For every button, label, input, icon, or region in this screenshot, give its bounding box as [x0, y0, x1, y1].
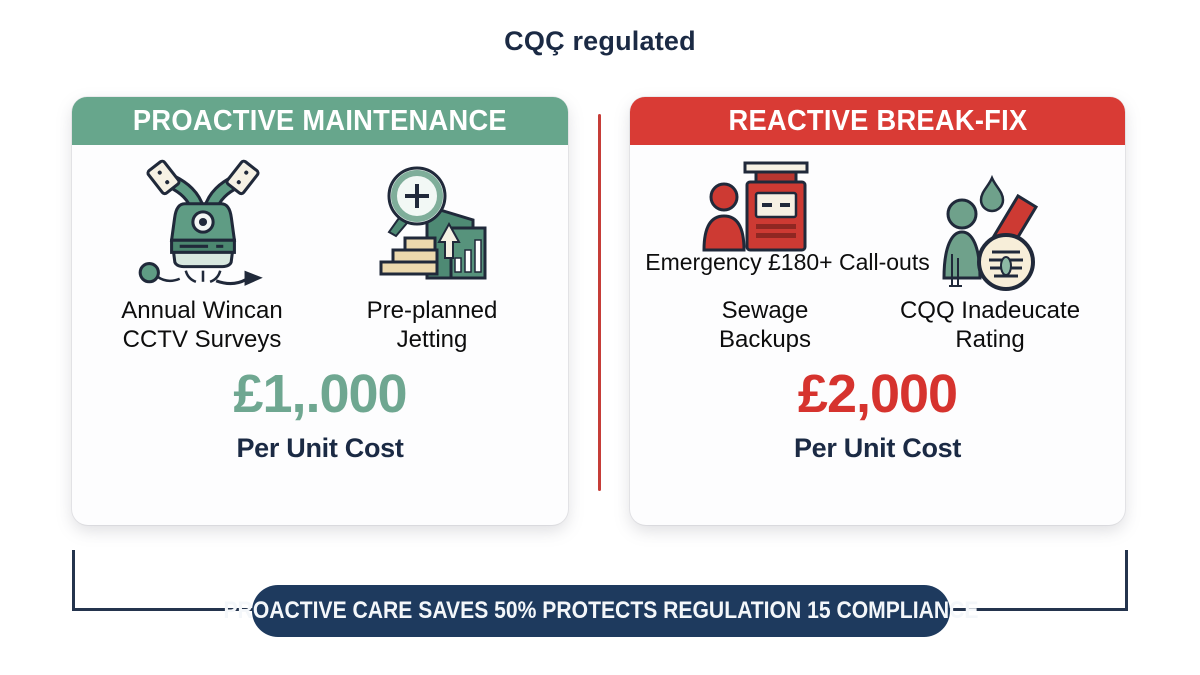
- reactive-item1-label: Sewage Backups: [718, 297, 812, 353]
- savings-banner: PROACTIVE CARE SAVES 50% PROTECTS REGULA…: [224, 585, 978, 637]
- proactive-item1-label: Annual Wincan CCTV Surveys: [121, 297, 283, 353]
- reactive-price: £2,000: [797, 364, 958, 424]
- proactive-price-caption: Per Unit Cost: [236, 433, 404, 463]
- magnifier-jetting-plan-icon: [375, 165, 490, 285]
- proactive-maintenance-card: PROACTIVE MAINTENANCE: [72, 97, 568, 525]
- emergency-callout-label: Emergency £180+ Call-outs: [645, 249, 930, 275]
- savings-banner-label: PROACTIVE CARE SAVES 50% PROTECTS REGULA…: [223, 597, 979, 624]
- proactive-header-label: PROACTIVE MAINTENANCE: [133, 104, 507, 137]
- bracket-left-line: [72, 550, 75, 611]
- reactive-header-label: REACTIVE BREAK-FIX: [728, 104, 1027, 137]
- page-title: CQÇ regulated: [504, 26, 696, 56]
- reactive-price-caption: Per Unit Cost: [793, 433, 962, 463]
- proactive-card-header: PROACTIVE MAINTENANCE: [72, 97, 568, 145]
- proactive-price: £1,.000: [233, 364, 407, 424]
- proactive-item2-label: Pre-planned Jetting: [366, 297, 498, 353]
- cctv-crawler-icon: [127, 157, 279, 287]
- vertical-divider: [598, 114, 601, 491]
- person-droplet-badge-icon: [932, 173, 1050, 293]
- reactive-item2-label: CQQ Inadeucate Rating: [899, 297, 1081, 353]
- reactive-card-header: REACTIVE BREAK-FIX: [630, 97, 1125, 145]
- person-canister-icon: [700, 161, 830, 253]
- bracket-right-line: [1125, 550, 1128, 611]
- reactive-breakfix-card: REACTIVE BREAK-FIX: [630, 97, 1125, 525]
